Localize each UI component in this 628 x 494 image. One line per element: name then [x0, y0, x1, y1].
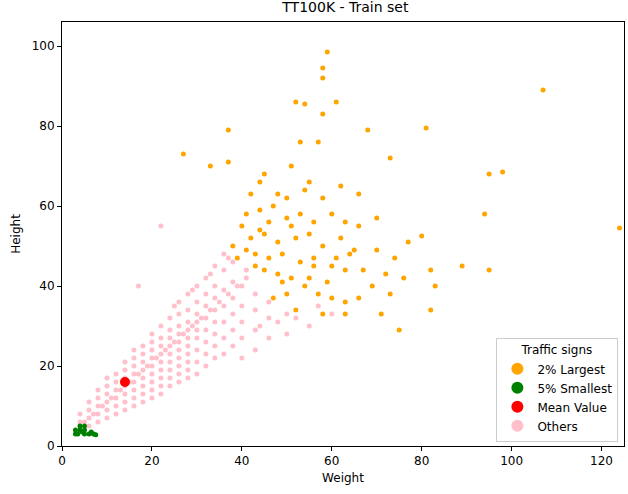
svg-text:100: 100 — [500, 454, 523, 468]
svg-text:80: 80 — [39, 119, 54, 133]
svg-text:Weight: Weight — [322, 471, 364, 485]
svg-text:Mean Value: Mean Value — [537, 401, 606, 415]
svg-text:100: 100 — [32, 39, 55, 53]
svg-text:0: 0 — [47, 439, 55, 453]
svg-text:60: 60 — [324, 454, 339, 468]
svg-text:Traffic signs: Traffic signs — [520, 343, 592, 357]
svg-text:TT100K - Train set: TT100K - Train set — [281, 0, 409, 15]
svg-text:5% Smallest: 5% Smallest — [537, 382, 612, 396]
svg-text:60: 60 — [39, 199, 54, 213]
svg-text:80: 80 — [414, 454, 429, 468]
svg-text:0: 0 — [58, 454, 66, 468]
svg-text:Others: Others — [537, 420, 577, 434]
svg-text:Height: Height — [9, 214, 23, 254]
svg-text:20: 20 — [39, 359, 54, 373]
svg-text:40: 40 — [39, 279, 54, 293]
svg-text:20: 20 — [144, 454, 159, 468]
svg-text:40: 40 — [234, 454, 249, 468]
svg-text:120: 120 — [590, 454, 613, 468]
svg-text:2% Largest: 2% Largest — [537, 363, 605, 377]
